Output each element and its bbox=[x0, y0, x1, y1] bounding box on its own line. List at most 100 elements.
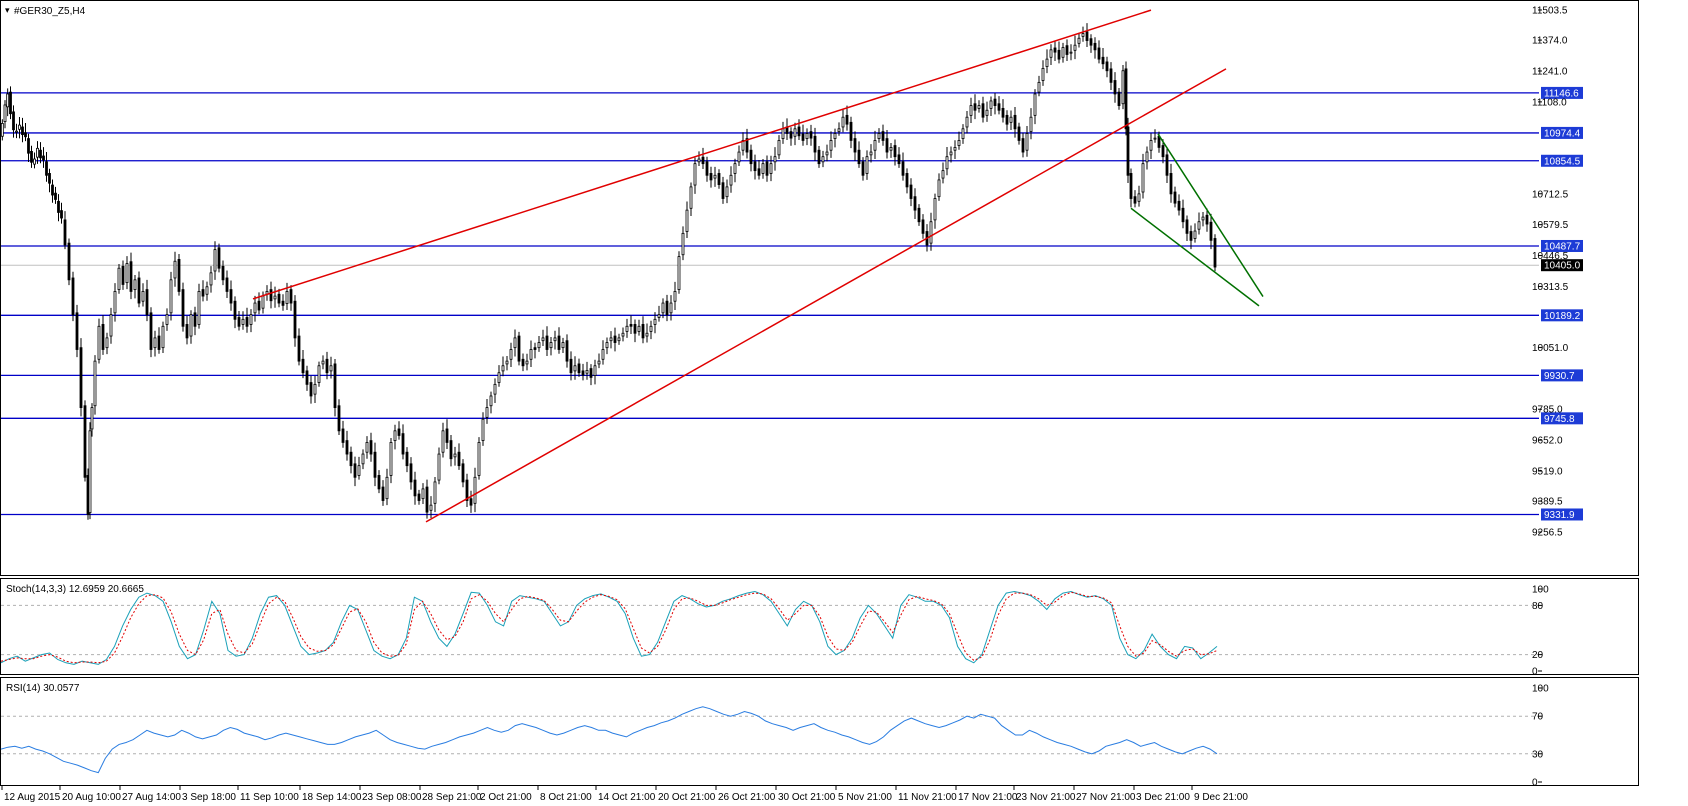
candle-body bbox=[761, 163, 765, 174]
candle-body bbox=[30, 150, 33, 163]
candle-body bbox=[1193, 230, 1197, 239]
price-tick-label: 10712.5 bbox=[1532, 189, 1569, 200]
level-tag bbox=[1541, 369, 1583, 382]
candle-body bbox=[893, 145, 897, 158]
candle-body bbox=[533, 347, 537, 350]
candle-body bbox=[613, 335, 617, 343]
time-tick-label: 11 Sep 10:00 bbox=[240, 792, 299, 803]
time-axis: 12 Aug 2015 20 Aug 10:00 27 Aug 14:00 3 Sep… bbox=[1, 786, 1248, 803]
candle-body bbox=[449, 440, 453, 460]
level-tag bbox=[1541, 239, 1583, 252]
candle-body bbox=[625, 325, 629, 332]
stoch-tick-label: 100 bbox=[1532, 585, 1549, 596]
candle-body bbox=[673, 291, 677, 302]
candle-body bbox=[885, 138, 889, 153]
price-tick-label: 9519.0 bbox=[1532, 467, 1563, 478]
candle-body bbox=[965, 116, 969, 128]
candle-body bbox=[937, 179, 941, 198]
candle-body bbox=[1017, 126, 1021, 141]
candle-body bbox=[557, 335, 561, 350]
time-tick-label: 20 Oct 21:00 bbox=[658, 792, 716, 803]
candle-body bbox=[857, 149, 861, 165]
candle-body bbox=[397, 428, 401, 436]
candle-body bbox=[417, 493, 421, 501]
candle-body bbox=[293, 300, 297, 339]
candle-body bbox=[177, 258, 181, 292]
symbol-title: #GER30_Z5,H4 bbox=[14, 6, 86, 17]
candle-body bbox=[277, 293, 281, 304]
candle-body bbox=[333, 363, 337, 408]
candle-body bbox=[681, 232, 685, 256]
candle-body bbox=[521, 358, 525, 367]
stoch-tick-label: 0 bbox=[1532, 667, 1538, 678]
candle-body bbox=[401, 433, 405, 455]
candle-body bbox=[317, 365, 321, 383]
candle-body bbox=[585, 370, 589, 374]
rsi-RSI-line bbox=[0, 706, 1218, 774]
candle-body bbox=[27, 138, 30, 154]
candle-body bbox=[833, 133, 837, 139]
candle-body bbox=[741, 140, 745, 151]
candle-body bbox=[793, 128, 797, 137]
candle-body bbox=[405, 451, 409, 467]
candle-body bbox=[1129, 173, 1133, 199]
candle-body bbox=[353, 463, 357, 478]
candle-body bbox=[825, 151, 829, 156]
candle-body bbox=[645, 332, 649, 337]
candle-body bbox=[501, 365, 505, 372]
candle-body bbox=[285, 291, 289, 304]
price-tick-label: 9652.0 bbox=[1532, 436, 1563, 447]
time-tick-label: 17 Nov 21:00 bbox=[958, 792, 1018, 803]
candle-body bbox=[1161, 145, 1165, 158]
candle-body bbox=[877, 133, 881, 139]
candle-body bbox=[801, 133, 805, 141]
time-tick-label: 3 Sep 18:00 bbox=[182, 792, 236, 803]
candle-body bbox=[777, 140, 781, 156]
candle-body bbox=[1045, 58, 1049, 67]
candle-body bbox=[461, 463, 465, 483]
candle-body bbox=[973, 103, 977, 111]
candle-body bbox=[1077, 37, 1081, 44]
candle-body bbox=[853, 138, 857, 153]
candle-body bbox=[569, 358, 573, 374]
rsi-tick-label: 0 bbox=[1532, 778, 1538, 789]
candle-body bbox=[693, 163, 697, 186]
candle-body bbox=[165, 314, 169, 325]
rsi-tick-label: 30 bbox=[1532, 749, 1544, 760]
candle-body bbox=[493, 383, 497, 395]
candle-body bbox=[381, 486, 385, 501]
collapse-arrow-icon[interactable]: ▾ bbox=[5, 5, 10, 15]
candle-body bbox=[473, 476, 477, 504]
candle-body bbox=[205, 286, 209, 295]
candle-body bbox=[145, 289, 149, 316]
time-tick-label: 27 Aug 14:00 bbox=[122, 792, 181, 803]
candle-body bbox=[621, 332, 625, 337]
candle-body bbox=[393, 430, 397, 441]
candle-body bbox=[661, 302, 665, 314]
candle-body bbox=[173, 260, 177, 279]
candle-body bbox=[24, 132, 27, 138]
candle-body bbox=[153, 337, 157, 349]
candle-body bbox=[649, 325, 653, 332]
candle-body bbox=[849, 121, 853, 141]
time-tick-label: 27 Nov 21:00 bbox=[1076, 792, 1136, 803]
candle-body bbox=[705, 161, 709, 176]
time-tick-label: 9 Dec 21:00 bbox=[1194, 792, 1248, 803]
candle-body bbox=[633, 324, 637, 334]
candle-body bbox=[217, 247, 221, 269]
candle-body bbox=[357, 465, 361, 476]
candle-body bbox=[757, 168, 761, 176]
candle-body bbox=[373, 451, 377, 478]
level-label: 10854.5 bbox=[1544, 156, 1581, 167]
candle-body bbox=[137, 277, 141, 304]
candle-body bbox=[981, 103, 985, 118]
rsi-pane-frame bbox=[0, 677, 1639, 786]
time-tick-label: 28 Sep 21:00 bbox=[422, 792, 482, 803]
candle-body bbox=[1057, 49, 1061, 60]
time-tick-label: 20 Aug 10:00 bbox=[62, 792, 121, 803]
candle-body bbox=[593, 365, 597, 376]
candle-body bbox=[949, 151, 953, 156]
candle-body bbox=[933, 198, 937, 221]
candle-body bbox=[485, 407, 489, 418]
candle-body bbox=[677, 256, 681, 290]
